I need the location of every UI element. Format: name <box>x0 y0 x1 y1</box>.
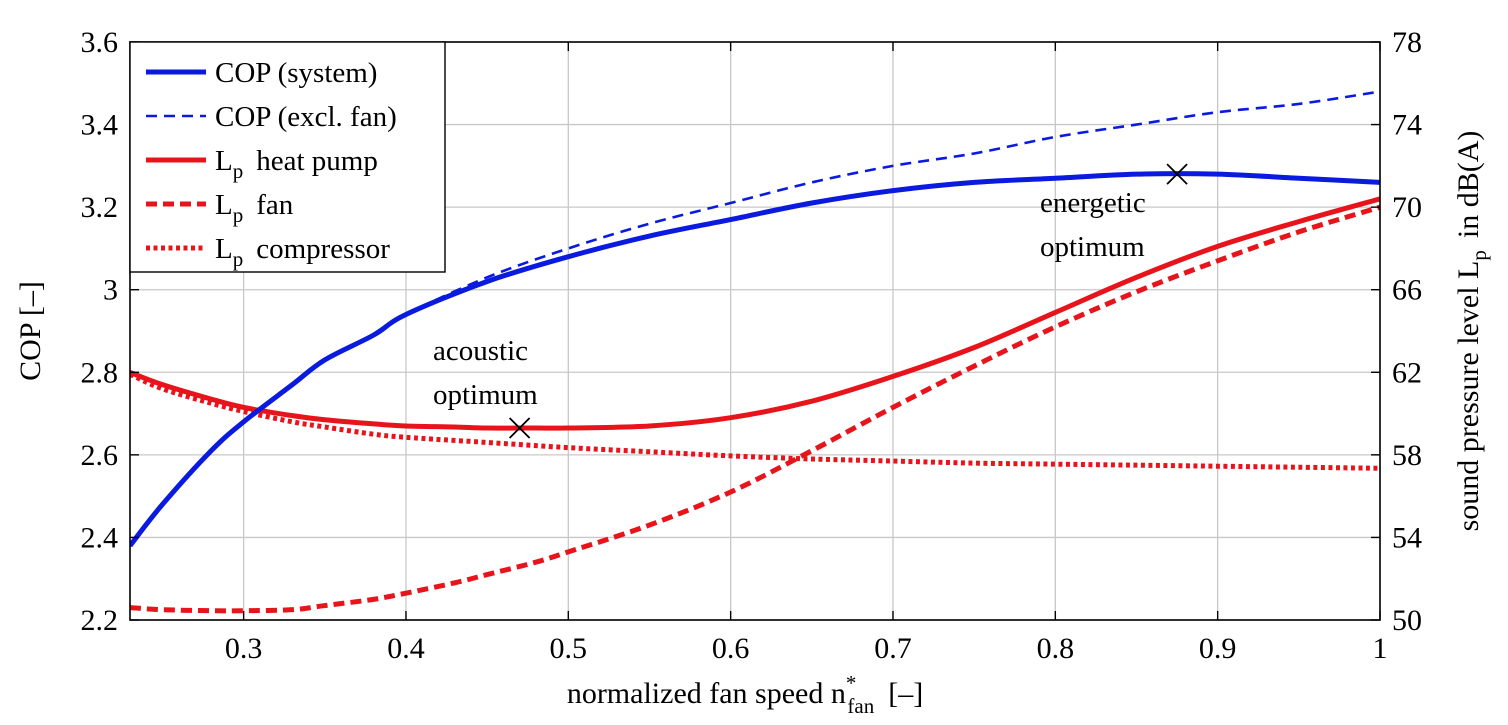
y-axis-label: COP [–] <box>14 281 47 381</box>
legend-entry-main: COP (system) <box>215 57 377 89</box>
y-tick-label: 3 <box>103 274 118 307</box>
legend-entry-sub: p <box>233 203 244 227</box>
x-tick-label: 0.3 <box>225 632 263 665</box>
y2-tick-label: 62 <box>1392 356 1422 389</box>
acoustic-optimum-label: acoustic <box>433 335 528 367</box>
y-tick-label: 2.2 <box>81 604 119 637</box>
x-axis-label-main: normalized fan speed n <box>567 677 846 710</box>
series-line-lp-heat-pump <box>130 196 1380 431</box>
x-axis-label: normalized fan speed n* fan [–] <box>567 671 923 718</box>
y-tick-label: 2.8 <box>81 356 119 389</box>
y2-tick-label: 58 <box>1392 439 1422 472</box>
legend-entry-main: L <box>215 189 233 221</box>
series-line-cop-excl-fan <box>130 90 1380 547</box>
y2-axis-label-main: sound pressure level L <box>1452 261 1485 532</box>
energetic-optimum-label: optimum <box>1040 231 1145 263</box>
series-line-cop-system <box>130 171 1380 548</box>
energetic-optimum-label: energetic <box>1040 187 1146 219</box>
acoustic-optimum-label: optimum <box>433 379 538 411</box>
legend-entry-main: COP (excl. fan) <box>215 101 397 133</box>
annot-layer: acoustic optimum energetic optimum <box>433 163 1188 439</box>
legend-entry-label: COP (excl. fan) <box>215 101 397 133</box>
tick-layer: 0.3 0.4 0.5 0.6 0.7 0.8 0.9 1 2.2 2.4 2.6 2.8 3 3.2 3.… <box>81 26 1423 665</box>
y2-tick-label: 54 <box>1392 521 1422 554</box>
legend-box <box>129 41 446 273</box>
legend-entry-rest: fan <box>256 189 294 221</box>
legend-entry-main: L <box>215 233 233 265</box>
x-axis-label-unit: [–] <box>888 677 923 710</box>
legend-entry-sub: p <box>233 247 244 271</box>
y2-axis-label-sub: p <box>1467 250 1491 261</box>
y-tick-label: 2.4 <box>81 521 119 554</box>
y2-tick-label: 74 <box>1392 109 1422 142</box>
series-line-lp-compressor <box>130 372 1380 471</box>
y2-tick-label: 78 <box>1392 26 1422 59</box>
x-axis-label-sup: * <box>846 671 857 695</box>
series-layer <box>130 90 1380 614</box>
legend-entry-label: Lp compressor <box>215 233 390 271</box>
legend-entry-main: L <box>215 145 233 177</box>
y-tick-label: 3.6 <box>81 26 119 59</box>
y2-tick-label: 50 <box>1392 604 1422 637</box>
legend: COP (system)COP (excl. fan)Lp heat pumpLp… <box>129 41 446 273</box>
x-tick-label: 0.6 <box>712 632 750 665</box>
legend-entry-label: Lp fan <box>215 189 294 227</box>
y-tick-label: 3.4 <box>81 109 119 142</box>
x-tick-label: 1 <box>1373 632 1388 665</box>
x-axis-label-sub: fan <box>847 694 874 718</box>
plot-frame <box>129 41 1381 621</box>
energetic-optimum-marker <box>1166 163 1188 185</box>
y-tick-label: 2.6 <box>81 439 119 472</box>
legend-entry-label: Lp heat pump <box>215 145 378 183</box>
acoustic-optimum-marker <box>508 417 531 439</box>
y2-tick-label: 66 <box>1392 274 1422 307</box>
x-tick-label: 0.4 <box>387 632 425 665</box>
x-tick-label: 0.9 <box>1199 632 1237 665</box>
legend-entry-rest: heat pump <box>256 145 378 177</box>
x-tick-label: 0.7 <box>874 632 912 665</box>
y-tick-label: 3.2 <box>81 191 119 224</box>
y2-axis-label: sound pressure level Lp in dB(A) <box>1452 131 1491 532</box>
grid-layer <box>130 41 1381 621</box>
x-tick-label: 0.5 <box>550 632 588 665</box>
legend-entry-label: COP (system) <box>215 57 377 89</box>
y2-axis-label-unit: in dB(A) <box>1452 131 1485 239</box>
series-line-lp-fan <box>130 204 1380 614</box>
x-tick-label: 0.8 <box>1037 632 1075 665</box>
legend-entry-sub: p <box>233 159 244 183</box>
legend-entry-rest: compressor <box>256 233 390 265</box>
y2-tick-label: 70 <box>1392 191 1422 224</box>
